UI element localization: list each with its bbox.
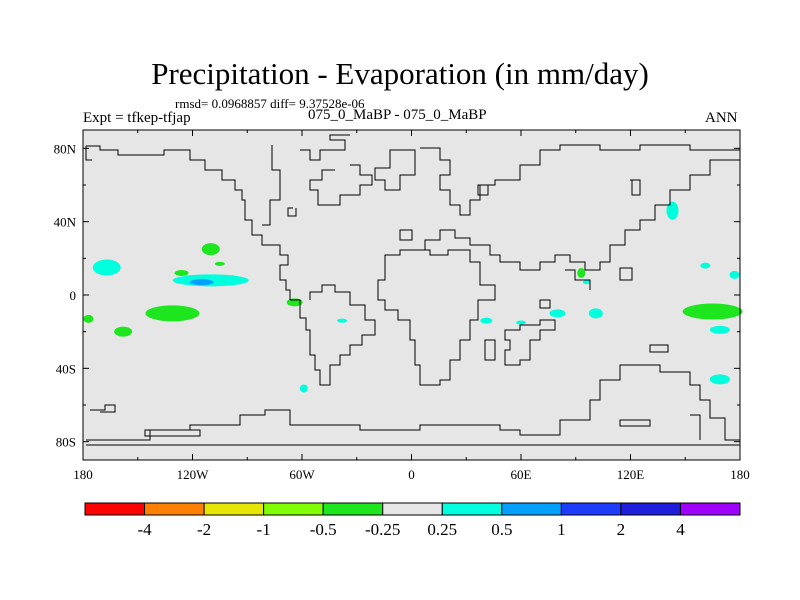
stats-text: rmsd= 0.0968857 diff= 9.37528e-06 (175, 96, 365, 111)
y-tick-label: 80S (56, 435, 76, 450)
colorbar-swatch (322, 502, 384, 516)
season-label: ANN (705, 110, 738, 126)
colorbar-label: -0.25 (365, 520, 400, 539)
coastlines (85, 134, 740, 446)
experiment-label: Expt = tfkep-tfjap (83, 110, 191, 126)
anomaly-region (666, 201, 679, 220)
colorbar-swatch (501, 502, 562, 516)
x-tick-label: 0 (408, 467, 415, 482)
colorbar-swatch (263, 502, 324, 516)
anomaly-region (92, 259, 121, 276)
colorbar-swatch (382, 502, 443, 516)
case-label: 075_0_MaBP - 075_0_MaBP (308, 107, 487, 123)
anomaly-region (729, 270, 740, 279)
plot-area (83, 130, 740, 460)
anomaly-region (516, 320, 526, 325)
anomaly-region (214, 261, 225, 266)
y-tick-label: 40S (56, 361, 76, 376)
colorbar-label: 2 (617, 520, 626, 539)
anomaly-layer (83, 201, 743, 393)
y-tick-label: 80N (54, 141, 77, 156)
anomaly-region (337, 318, 348, 323)
x-tick-label: 60E (511, 467, 532, 482)
anomaly-region (709, 374, 730, 385)
axis-ticks (82, 130, 741, 460)
anomaly-region (588, 308, 603, 319)
colorbar-label: -2 (197, 520, 211, 539)
tick-labels: 180 120W 60W 0 60E 120E 180 80N 40N 0 40S 80S (54, 141, 750, 482)
anomaly-region (577, 268, 586, 278)
anomaly-region (700, 262, 711, 269)
x-tick-label: 180 (730, 467, 750, 482)
colorbar-swatch (144, 502, 205, 516)
colorbar-label: -0.5 (310, 520, 337, 539)
colorbar-label: -4 (137, 520, 152, 539)
chart-title: Precipitation - Evaporation (in mm/day) (151, 56, 649, 91)
colorbar-label: 0.25 (427, 520, 457, 539)
colorbar: -4 -2 -1 -0.5 -0.25 0.25 0.5 1 2 4 (84, 502, 741, 539)
anomaly-region (582, 280, 591, 285)
x-tick-label: 120W (177, 467, 210, 482)
anomaly-region (189, 279, 214, 286)
anomaly-region (174, 270, 189, 276)
anomaly-region (83, 314, 94, 323)
anomaly-region (201, 243, 220, 256)
colorbar-label: -1 (257, 520, 271, 539)
colorbar-label: 0.5 (491, 520, 512, 539)
anomaly-region (549, 309, 566, 318)
x-tick-label: 60W (289, 467, 315, 482)
colorbar-label: 4 (676, 520, 685, 539)
anomaly-region (145, 305, 200, 322)
anomaly-region (682, 303, 743, 320)
anomaly-region (480, 317, 493, 324)
colorbar-swatch (441, 502, 503, 516)
colorbar-swatch (679, 502, 741, 516)
colorbar-swatch (620, 502, 681, 516)
colorbar-swatch (203, 502, 265, 516)
colorbar-swatch (84, 502, 146, 516)
colorbar-label: 1 (557, 520, 566, 539)
colorbar-swatch (560, 502, 622, 516)
x-tick-label: 180 (73, 467, 93, 482)
anomaly-region (299, 384, 308, 393)
y-tick-label: 40N (54, 215, 77, 230)
anomaly-region (114, 326, 133, 337)
x-tick-label: 120E (617, 467, 645, 482)
anomaly-region (709, 325, 730, 334)
y-tick-label: 0 (70, 288, 77, 303)
